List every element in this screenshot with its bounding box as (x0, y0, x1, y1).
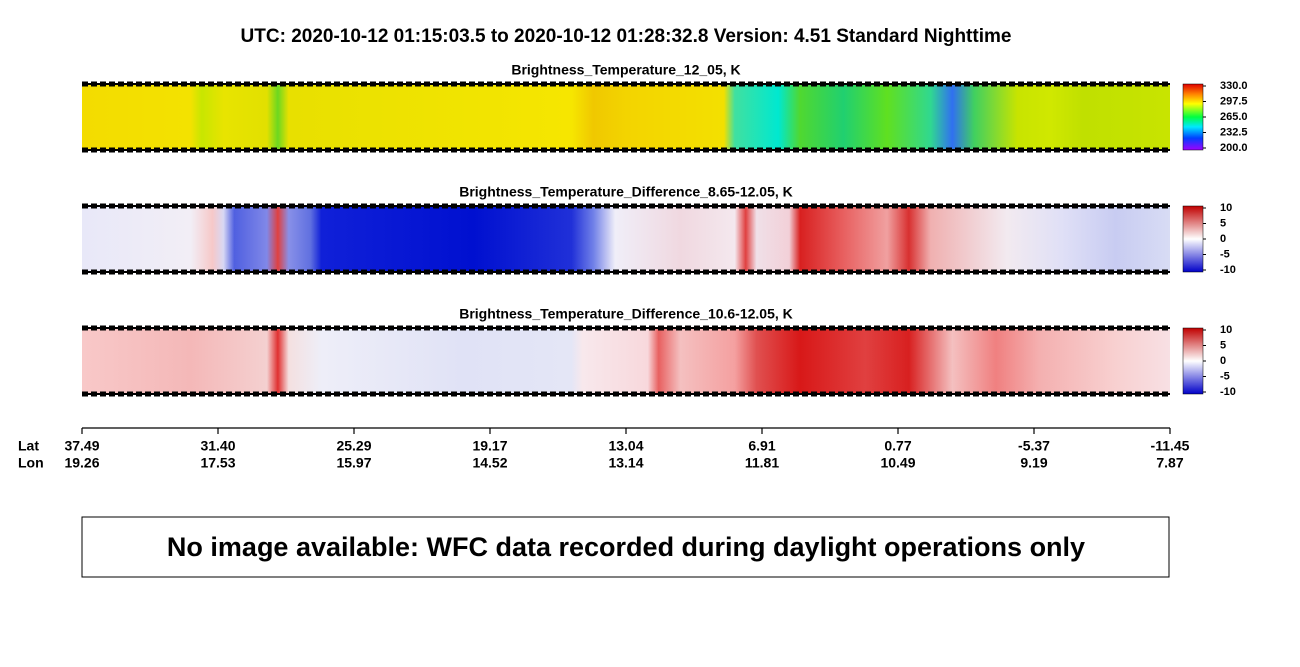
lat-label: 0.77 (884, 438, 911, 454)
panel-title: Brightness_Temperature_Difference_10.6-1… (459, 306, 793, 322)
lon-label: 14.52 (472, 455, 507, 471)
colorbar (1182, 83, 1204, 151)
lon-label: 9.19 (1020, 455, 1047, 471)
colorbar-label: 330.0 (1220, 80, 1248, 92)
image-strip (82, 84, 1170, 150)
image-strip (82, 206, 1170, 272)
lon-label: 17.53 (200, 455, 235, 471)
colorbar-label: -5 (1220, 248, 1230, 260)
lon-label: 15.97 (336, 455, 371, 471)
lat-label: -11.45 (1151, 438, 1190, 454)
colorbar-label: 10 (1220, 202, 1232, 214)
lat-label: 6.91 (748, 438, 775, 454)
colorbar-label: 5 (1220, 339, 1226, 351)
lat-label: 37.49 (64, 438, 99, 454)
lon-label: 7.87 (1156, 455, 1183, 471)
lon-axis-label: Lon (18, 455, 44, 471)
notice-text: No image available: WFC data recorded du… (167, 532, 1085, 562)
colorbar-label: 232.5 (1220, 126, 1248, 138)
lat-label: -5.37 (1018, 438, 1050, 454)
lat-label: 31.40 (200, 438, 235, 454)
colorbar-label: 10 (1220, 324, 1232, 336)
colorbar-label: -10 (1220, 386, 1236, 398)
colorbar (1182, 205, 1204, 273)
lat-label: 19.17 (472, 438, 507, 454)
colorbar (1182, 327, 1204, 395)
colorbar-label: 200.0 (1220, 142, 1248, 154)
colorbar-label: -10 (1220, 264, 1236, 276)
notice-box (81, 516, 1170, 578)
panel-title: Brightness_Temperature_12_05, K (511, 62, 740, 78)
lat-label: 25.29 (336, 438, 371, 454)
lat-label: 13.04 (608, 438, 643, 454)
colorbar-label: 0 (1220, 233, 1226, 245)
panel-title: Brightness_Temperature_Difference_8.65-1… (459, 184, 793, 200)
lat-axis-label: Lat (18, 438, 39, 454)
colorbar-label: 297.5 (1220, 95, 1248, 107)
colorbar-label: 0 (1220, 355, 1226, 367)
lon-label: 13.14 (608, 455, 643, 471)
lon-label: 11.81 (745, 455, 779, 471)
page-title: UTC: 2020-10-12 01:15:03.5 to 2020-10-12… (241, 26, 1012, 47)
lon-label: 10.49 (880, 455, 915, 471)
colorbar-label: -5 (1220, 370, 1230, 382)
colorbar-label: 5 (1220, 217, 1226, 229)
lon-label: 19.26 (64, 455, 99, 471)
image-strip (82, 328, 1170, 394)
colorbar-label: 265.0 (1220, 111, 1248, 123)
